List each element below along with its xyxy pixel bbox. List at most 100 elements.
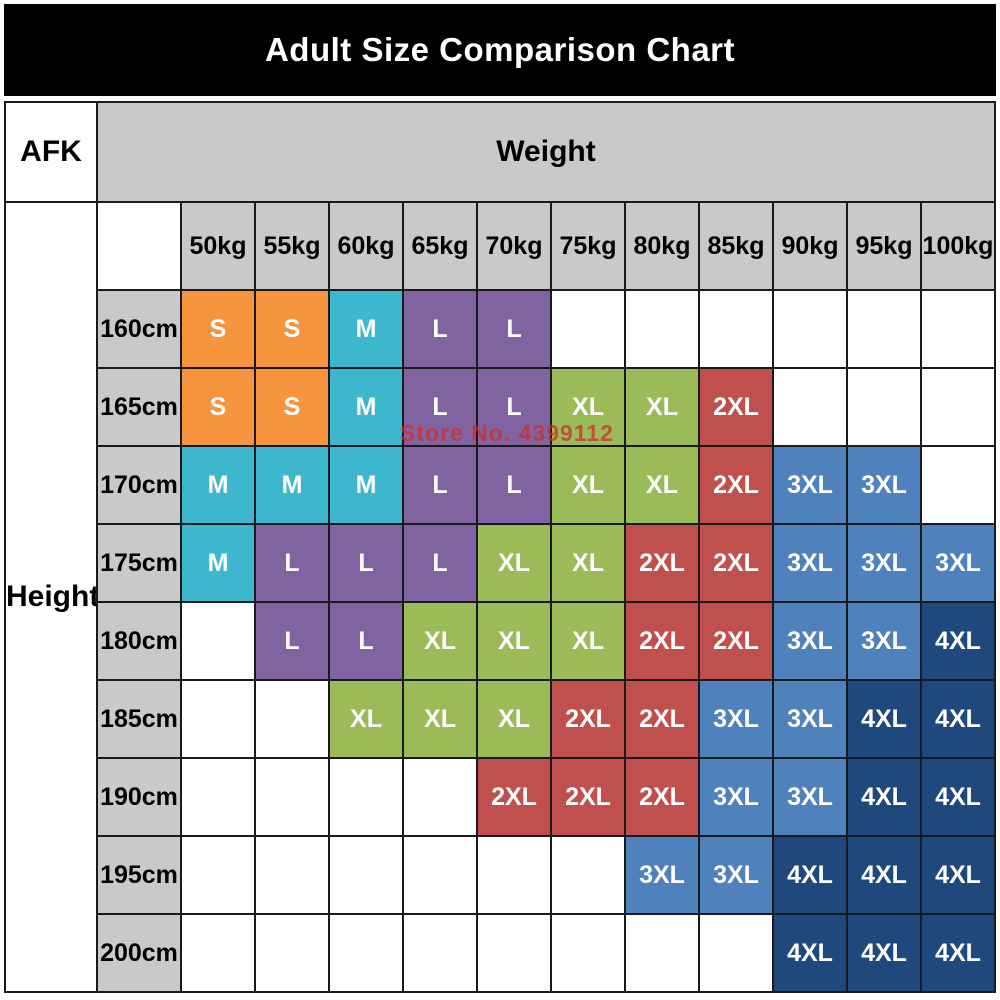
size-cell: 4XL	[920, 757, 996, 837]
size-cell: 4XL	[772, 913, 848, 993]
size-cell: 4XL	[920, 913, 996, 993]
empty-cell	[476, 913, 552, 993]
weight-col-header: 65kg	[402, 201, 478, 291]
empty-cell	[180, 601, 256, 681]
size-cell: 3XL	[772, 757, 848, 837]
empty-cell	[254, 835, 330, 915]
size-cell: 2XL	[624, 679, 700, 759]
empty-cell	[920, 289, 996, 369]
size-cell: S	[254, 367, 330, 447]
size-cell: XL	[402, 601, 478, 681]
table-row: 185cm XL XL XL 2XL 2XL 3XL 3XL 4XL 4XL	[5, 679, 996, 759]
size-cell: M	[328, 445, 404, 525]
size-cell: 3XL	[846, 601, 922, 681]
size-cell: 4XL	[846, 757, 922, 837]
weight-col-header: 90kg	[772, 201, 848, 291]
weight-col-header: 80kg	[624, 201, 700, 291]
size-cell: L	[476, 445, 552, 525]
weight-col-header: 100kg	[920, 201, 996, 291]
size-cell: XL	[624, 445, 700, 525]
size-cell: 3XL	[698, 679, 774, 759]
height-row-label: 170cm	[96, 445, 182, 525]
table-row: 195cm 3XL 3XL 4XL 4XL 4XL	[5, 835, 996, 915]
size-cell: L	[328, 601, 404, 681]
table-row: 160cm S S M L L	[5, 289, 996, 369]
size-cell: 3XL	[772, 679, 848, 759]
size-cell: 2XL	[698, 367, 774, 447]
size-cell: 4XL	[846, 679, 922, 759]
size-cell: L	[254, 601, 330, 681]
empty-cell	[846, 289, 922, 369]
size-cell: 4XL	[920, 679, 996, 759]
corner-label: AFK	[4, 101, 98, 203]
size-cell: L	[402, 445, 478, 525]
empty-cell	[328, 913, 404, 993]
size-cell: 2XL	[624, 601, 700, 681]
empty-cell	[180, 757, 256, 837]
size-cell: M	[180, 445, 256, 525]
empty-cell	[550, 289, 626, 369]
empty-cell	[624, 913, 700, 993]
empty-cell	[920, 445, 996, 525]
size-cell: 4XL	[920, 601, 996, 681]
empty-cell	[180, 679, 256, 759]
size-cell: XL	[550, 523, 626, 603]
size-cell: 2XL	[550, 757, 626, 837]
size-cell: 2XL	[624, 757, 700, 837]
empty-cell	[772, 367, 848, 447]
weight-column-header-row: Height 50kg 55kg 60kg 65kg 70kg 75kg 80kg 85kg 9…	[4, 201, 996, 993]
size-cell: XL	[476, 601, 552, 681]
empty-cell	[180, 913, 256, 993]
empty-cell	[254, 757, 330, 837]
size-cell: 2XL	[624, 523, 700, 603]
axis-header-row: AFK Weight	[4, 101, 996, 203]
height-row-label: 165cm	[96, 367, 182, 447]
table-row: 165cm S S M L L XL XL 2XL	[5, 367, 996, 447]
empty-cell	[698, 289, 774, 369]
weight-col-header: 70kg	[476, 201, 552, 291]
size-cell: 3XL	[772, 445, 848, 525]
size-cell: 3XL	[698, 835, 774, 915]
table-row: 180cm L L XL XL XL 2XL 2XL 3XL 3XL 4XL	[5, 601, 996, 681]
size-cell: L	[402, 289, 478, 369]
size-cell: 4XL	[772, 835, 848, 915]
size-cell: L	[476, 367, 552, 447]
height-row-label: 175cm	[96, 523, 182, 603]
height-row-label: 200cm	[96, 913, 182, 993]
size-cell: XL	[550, 445, 626, 525]
weight-col-header: 75kg	[550, 201, 626, 291]
size-cell: XL	[476, 679, 552, 759]
size-cell: M	[180, 523, 256, 603]
empty-cell	[846, 367, 922, 447]
empty-cell	[920, 367, 996, 447]
empty-cell	[550, 835, 626, 915]
size-cell: 2XL	[698, 523, 774, 603]
size-cell: XL	[328, 679, 404, 759]
size-cell: S	[180, 289, 256, 369]
height-row-label: 195cm	[96, 835, 182, 915]
size-cell: 3XL	[698, 757, 774, 837]
size-cell: XL	[550, 601, 626, 681]
size-cell: XL	[624, 367, 700, 447]
size-cell: 3XL	[772, 523, 848, 603]
size-cell: M	[328, 289, 404, 369]
empty-cell	[402, 835, 478, 915]
size-cell: 3XL	[920, 523, 996, 603]
size-cell: 2XL	[476, 757, 552, 837]
size-cell: 2XL	[550, 679, 626, 759]
size-cell: 4XL	[846, 913, 922, 993]
size-cell: 3XL	[846, 445, 922, 525]
size-cell: L	[254, 523, 330, 603]
size-table: AFK Weight Height 50kg 55kg 60kg 65kg 70kg 75…	[4, 101, 996, 993]
empty-cell	[772, 289, 848, 369]
empty-cell	[550, 913, 626, 993]
size-cell: 3XL	[772, 601, 848, 681]
empty-cell	[402, 757, 478, 837]
empty-cell	[476, 835, 552, 915]
size-cell: 2XL	[698, 445, 774, 525]
height-row-label: 160cm	[96, 289, 182, 369]
size-cell: XL	[476, 523, 552, 603]
size-cell: XL	[550, 367, 626, 447]
empty-cell	[180, 835, 256, 915]
